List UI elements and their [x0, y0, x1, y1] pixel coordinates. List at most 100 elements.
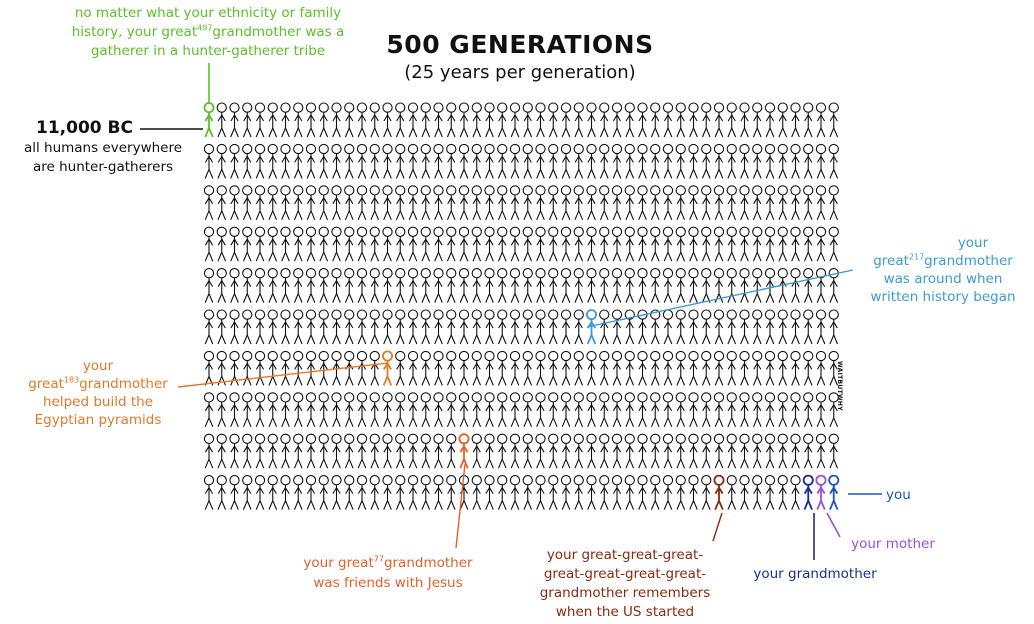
- stick-figure: [471, 309, 482, 345]
- stick-figure: [739, 226, 750, 262]
- stick-figure: [611, 143, 623, 179]
- stick-figure: [356, 475, 368, 510]
- stick-figure: [624, 309, 635, 345]
- stick-figure: [739, 185, 750, 221]
- stick-figure: [637, 102, 648, 138]
- stick-figure: [752, 350, 763, 386]
- stick-figure: [535, 475, 546, 510]
- gatherer-line-2: history, your great497grandmother was a: [71, 23, 345, 40]
- stick-figure: [611, 309, 623, 345]
- stick-figure: [624, 268, 635, 303]
- stick-figure: [318, 185, 329, 221]
- stick-figure: [662, 226, 674, 262]
- stick-figure: [573, 226, 584, 262]
- stick-figure: [701, 350, 712, 386]
- stick-figure: [828, 433, 839, 469]
- stick-figure: [497, 143, 508, 179]
- stick-figure: [739, 392, 750, 428]
- stick-figure: [229, 102, 240, 138]
- stick-figure: [471, 143, 482, 179]
- stick-figure: [203, 350, 215, 386]
- stick-figure: [446, 309, 457, 345]
- stick-figure: [560, 102, 572, 138]
- stick-figure: [369, 185, 380, 221]
- stick-figure: [420, 309, 431, 345]
- stick-figure: [739, 433, 750, 469]
- stick-figure: [790, 102, 801, 138]
- stick-figure: [675, 102, 686, 138]
- stick-figure: [254, 102, 266, 138]
- stick-figure: [611, 102, 623, 138]
- stick-figure: [293, 433, 304, 469]
- stick-figure: [305, 392, 317, 428]
- stick-figure: [331, 309, 342, 345]
- stick-figure: [790, 143, 801, 179]
- figure-you: [828, 474, 840, 510]
- stick-figure: [509, 309, 521, 345]
- stick-figure: [484, 102, 495, 138]
- stick-figure: [688, 268, 699, 303]
- stick-figure: [662, 350, 674, 386]
- stick-figure: [650, 143, 661, 179]
- stick-figure: [650, 309, 661, 345]
- stick-figure: [828, 143, 839, 179]
- us-line-4: when the US started: [555, 604, 695, 620]
- stick-figure: [356, 143, 368, 179]
- stick-figure: [548, 309, 559, 345]
- mother-label: your mother: [851, 536, 935, 552]
- stick-figure: [293, 392, 304, 428]
- us-line-2: great-great-great-great-: [543, 566, 707, 582]
- stick-figure: [535, 350, 546, 386]
- stick-figure: [395, 392, 406, 428]
- stick-figure: [458, 143, 470, 179]
- stick-figure: [229, 433, 240, 469]
- jesus-line-1: your great77grandmother: [303, 554, 473, 571]
- stick-figure: [713, 185, 725, 221]
- pyramids-line-1: your: [82, 358, 114, 374]
- stick-figure: [497, 268, 508, 303]
- stick-figure: [420, 350, 431, 386]
- jesus-leader: [455, 463, 466, 549]
- stick-figure: [203, 392, 215, 428]
- stick-figure: [356, 102, 368, 138]
- stick-figure: [688, 350, 699, 386]
- stick-figure: [650, 433, 661, 469]
- stick-figure: [446, 102, 457, 138]
- stick-figure: [713, 268, 725, 303]
- watermark: WAITBUTWHY: [836, 361, 843, 411]
- stick-figure: [535, 226, 546, 262]
- stick-figure: [777, 226, 788, 262]
- stick-figure: [764, 226, 776, 262]
- stick-figure: [446, 475, 457, 510]
- stick-figure: [599, 226, 610, 262]
- stick-figure: [739, 309, 750, 345]
- stick-figure: [344, 226, 355, 262]
- stick-figure: [662, 143, 674, 179]
- stick-figure: [293, 226, 304, 262]
- stick-figure: [637, 350, 648, 386]
- stick-figure: [599, 102, 610, 138]
- stick-figure: [560, 350, 572, 386]
- stick-figure: [662, 102, 674, 138]
- stick-figure: [650, 226, 661, 262]
- stick-figure: [254, 475, 266, 510]
- stick-figure: [420, 268, 431, 303]
- stick-figure: [650, 392, 661, 428]
- stick-figure: [637, 185, 648, 221]
- stick-figure: [815, 309, 827, 345]
- stick-figure: [675, 392, 686, 428]
- us-line-3: grandmother remembers: [539, 585, 711, 601]
- stick-figure: [777, 433, 788, 469]
- stick-figure: [242, 350, 253, 386]
- stick-figure: [701, 185, 712, 221]
- stick-figure: [471, 185, 482, 221]
- stick-figure: [267, 143, 278, 179]
- stick-figure: [586, 268, 597, 303]
- bc-year: 11,000 BC: [36, 118, 133, 138]
- stick-figure: [216, 433, 227, 469]
- stick-figure: [764, 309, 776, 345]
- stick-figure: [688, 102, 699, 138]
- stick-figure: [803, 268, 814, 303]
- stick-figure: [726, 102, 737, 138]
- stick-figure: [203, 185, 215, 221]
